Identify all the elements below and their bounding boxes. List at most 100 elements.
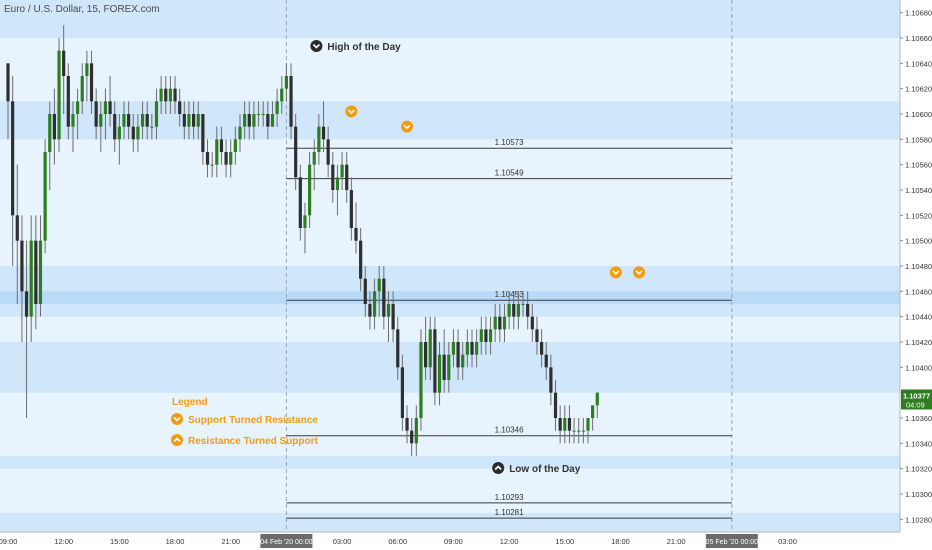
candle[interactable]	[127, 114, 131, 127]
candle[interactable]	[349, 190, 353, 228]
candle[interactable]	[493, 316, 497, 330]
candle[interactable]	[535, 329, 539, 342]
candle[interactable]	[154, 101, 159, 127]
candle[interactable]	[178, 101, 182, 114]
candle[interactable]	[210, 164, 214, 166]
candle[interactable]	[284, 76, 288, 89]
candle[interactable]	[326, 139, 330, 165]
candle[interactable]	[521, 304, 525, 305]
candle[interactable]	[43, 152, 47, 241]
candle[interactable]	[280, 88, 284, 102]
candle[interactable]	[345, 164, 349, 190]
candle[interactable]	[447, 354, 451, 380]
candle[interactable]	[187, 114, 191, 127]
candle[interactable]	[113, 114, 117, 140]
candle[interactable]	[71, 114, 75, 127]
candle[interactable]	[442, 354, 446, 380]
candle[interactable]	[544, 354, 548, 368]
candle[interactable]	[451, 342, 456, 355]
candle[interactable]	[317, 126, 321, 152]
candle[interactable]	[465, 342, 469, 355]
candle[interactable]	[424, 342, 428, 368]
candle[interactable]	[512, 304, 516, 317]
candle[interactable]	[386, 304, 391, 317]
candle[interactable]	[553, 392, 558, 418]
candle[interactable]	[252, 114, 256, 127]
candle[interactable]	[80, 76, 84, 102]
candle[interactable]	[363, 278, 367, 304]
candle[interactable]	[243, 114, 247, 127]
candle[interactable]	[549, 367, 553, 393]
candle[interactable]	[266, 114, 270, 127]
candle[interactable]	[400, 367, 404, 418]
candle[interactable]	[475, 342, 479, 355]
candle[interactable]	[103, 101, 108, 114]
candle[interactable]	[289, 76, 293, 127]
candle[interactable]	[131, 126, 135, 140]
candle[interactable]	[567, 418, 572, 431]
candle[interactable]	[308, 164, 312, 216]
candle[interactable]	[224, 152, 228, 165]
candle[interactable]	[419, 342, 423, 418]
candle[interactable]	[354, 228, 358, 241]
price-axis[interactable]	[900, 0, 932, 550]
candle[interactable]	[182, 114, 186, 127]
candle[interactable]	[405, 418, 409, 431]
candle[interactable]	[498, 316, 502, 330]
candle[interactable]	[205, 152, 210, 165]
candle[interactable]	[238, 126, 242, 140]
candle[interactable]	[192, 114, 196, 127]
candle[interactable]	[136, 126, 140, 140]
candle[interactable]	[312, 152, 316, 165]
candle[interactable]	[201, 114, 205, 152]
candle[interactable]	[368, 304, 372, 317]
candle[interactable]	[94, 101, 98, 127]
candle[interactable]	[488, 329, 493, 342]
candle[interactable]	[581, 430, 585, 432]
candle[interactable]	[331, 164, 335, 190]
candle[interactable]	[507, 304, 511, 317]
candle[interactable]	[89, 63, 94, 102]
candle[interactable]	[433, 329, 437, 393]
candle[interactable]	[577, 430, 581, 432]
candle[interactable]	[122, 114, 126, 127]
candle[interactable]	[294, 126, 298, 178]
candle[interactable]	[140, 114, 145, 127]
candle[interactable]	[572, 430, 576, 432]
candle[interactable]	[340, 164, 344, 178]
candle[interactable]	[530, 316, 534, 330]
candle[interactable]	[270, 114, 275, 127]
candle[interactable]	[219, 139, 224, 152]
candle[interactable]	[20, 240, 24, 292]
candle[interactable]	[461, 354, 465, 368]
candle[interactable]	[52, 114, 56, 140]
candle[interactable]	[48, 114, 52, 152]
candle[interactable]	[99, 114, 103, 127]
candle[interactable]	[479, 329, 483, 342]
candle[interactable]	[437, 354, 442, 393]
candle[interactable]	[62, 50, 66, 76]
candle[interactable]	[391, 304, 395, 330]
candle[interactable]	[38, 240, 43, 304]
candle[interactable]	[414, 418, 418, 444]
candle[interactable]	[117, 126, 121, 140]
candle[interactable]	[34, 240, 38, 304]
candle[interactable]	[229, 152, 233, 165]
candle[interactable]	[321, 126, 326, 140]
candle[interactable]	[303, 215, 307, 228]
candle[interactable]	[591, 405, 595, 418]
candle[interactable]	[516, 304, 520, 317]
candle[interactable]	[540, 342, 544, 355]
candle[interactable]	[24, 291, 29, 317]
time-axis[interactable]	[0, 532, 932, 550]
candle[interactable]	[502, 316, 507, 330]
candle[interactable]	[11, 101, 15, 216]
candle[interactable]	[595, 392, 599, 406]
candle[interactable]	[57, 50, 61, 140]
candle[interactable]	[396, 329, 400, 368]
candle[interactable]	[196, 114, 200, 127]
candle[interactable]	[159, 88, 163, 102]
candle[interactable]	[456, 342, 460, 368]
candle[interactable]	[29, 240, 33, 317]
candle[interactable]	[256, 114, 261, 115]
